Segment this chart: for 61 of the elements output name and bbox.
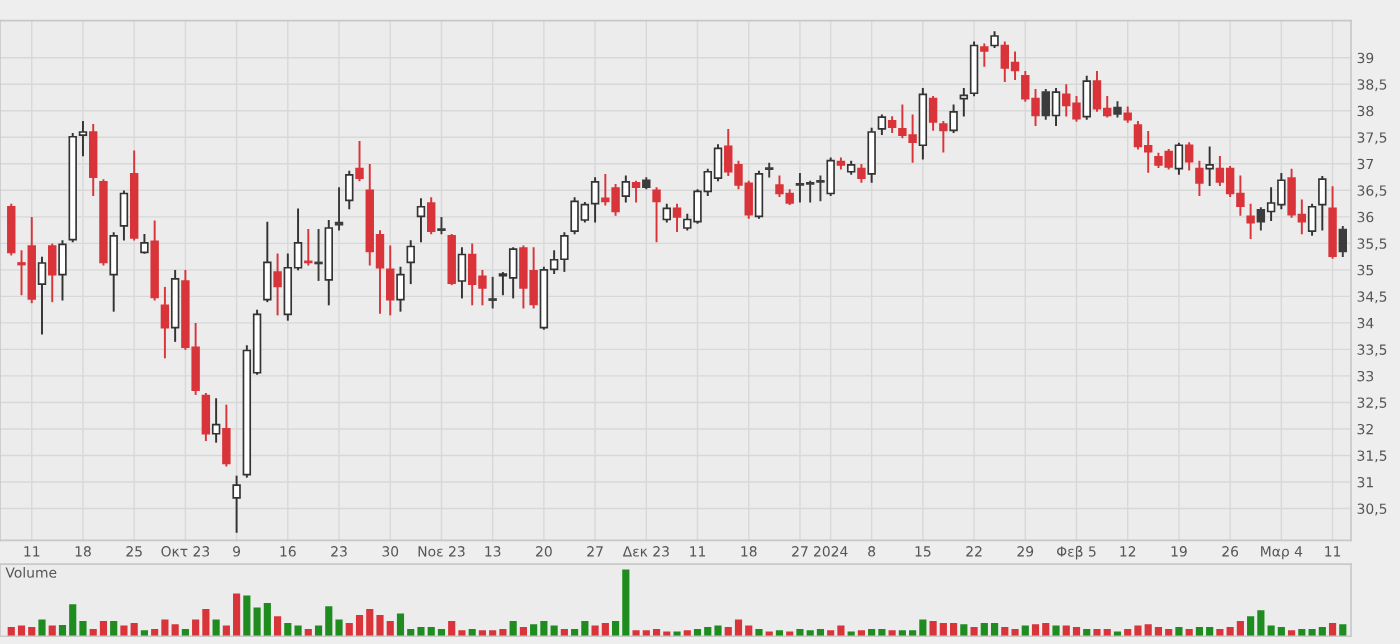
candlestick bbox=[621, 175, 631, 203]
candlestick bbox=[437, 216, 446, 235]
candlestick bbox=[304, 229, 313, 266]
candlestick bbox=[1174, 142, 1184, 175]
candlestick bbox=[867, 127, 876, 183]
candlestick bbox=[211, 398, 221, 443]
candlestick bbox=[672, 203, 682, 233]
candlestick bbox=[457, 247, 467, 299]
candlestick bbox=[109, 232, 118, 312]
candlestick bbox=[222, 404, 231, 467]
candlestick bbox=[1307, 203, 1317, 236]
candlestick bbox=[201, 392, 211, 442]
candlestick bbox=[590, 177, 600, 223]
bar bbox=[755, 628, 763, 637]
bar bbox=[1339, 624, 1347, 637]
candlestick bbox=[406, 240, 415, 285]
candlestick bbox=[652, 187, 661, 243]
bar bbox=[1175, 626, 1183, 637]
candlestick bbox=[754, 170, 764, 219]
candlestick bbox=[939, 120, 948, 153]
candlestick bbox=[334, 187, 344, 231]
candlestick bbox=[631, 180, 641, 203]
candlestick bbox=[928, 96, 938, 131]
candlestick bbox=[1328, 186, 1337, 259]
candlestick bbox=[969, 41, 979, 97]
bar bbox=[960, 624, 968, 637]
candlestick bbox=[119, 190, 129, 241]
candlestick bbox=[160, 286, 170, 359]
candlestick bbox=[355, 141, 364, 182]
bar bbox=[273, 616, 282, 637]
candlestick bbox=[980, 43, 989, 67]
candlestick bbox=[78, 120, 88, 157]
candlestick bbox=[1246, 203, 1255, 240]
candlestick bbox=[1184, 142, 1194, 171]
candlestick bbox=[140, 233, 149, 254]
candlestick bbox=[426, 197, 436, 235]
bar bbox=[243, 595, 251, 637]
candlestick bbox=[1318, 176, 1327, 231]
candlestick bbox=[396, 266, 405, 312]
bar bbox=[970, 626, 978, 637]
candlestick bbox=[416, 198, 426, 243]
candlestick bbox=[877, 114, 887, 136]
candlestick bbox=[58, 240, 67, 301]
candlestick bbox=[1195, 160, 1204, 197]
bar bbox=[38, 619, 46, 637]
candlestick bbox=[949, 104, 958, 133]
candlestick bbox=[37, 256, 47, 335]
candlestick bbox=[48, 243, 57, 303]
candlestick bbox=[447, 233, 456, 286]
candlestick bbox=[1338, 225, 1348, 258]
candlestick bbox=[345, 170, 354, 210]
candlestick bbox=[273, 253, 282, 316]
bar bbox=[1052, 625, 1060, 637]
candlestick bbox=[488, 276, 497, 309]
candlestick bbox=[7, 203, 16, 256]
candlestick bbox=[1082, 75, 1091, 120]
bar bbox=[171, 624, 179, 637]
candlestick bbox=[232, 475, 241, 533]
candlestick bbox=[1205, 146, 1214, 186]
candlestick bbox=[263, 221, 272, 303]
candlestick bbox=[88, 124, 98, 197]
